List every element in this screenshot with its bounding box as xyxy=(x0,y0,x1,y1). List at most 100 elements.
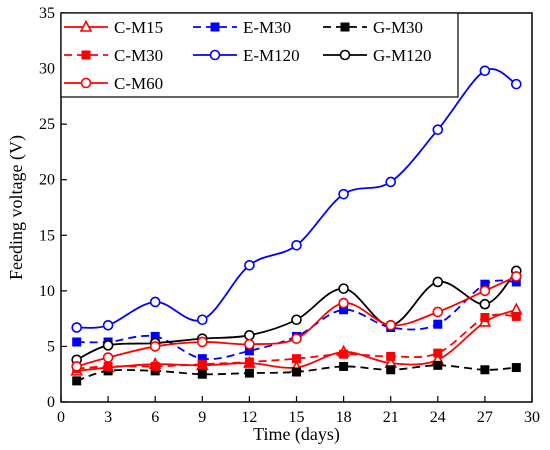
data-point-c-m60 xyxy=(102,352,114,363)
data-point-g-m30 xyxy=(433,360,443,370)
legend-marker xyxy=(209,49,221,61)
data-point-g-m30 xyxy=(72,376,82,386)
data-point-e-m120 xyxy=(432,124,444,135)
data-point-g-m30 xyxy=(511,363,521,373)
data-point-c-m30 xyxy=(339,349,349,359)
legend-label: G-M30 xyxy=(373,18,423,37)
legend-item-c-m30: C-M30 xyxy=(64,46,163,65)
data-point-c-m60 xyxy=(149,341,161,352)
data-point-c-m60 xyxy=(197,336,208,348)
legend-label: E-M120 xyxy=(243,46,300,65)
data-point-g-m30 xyxy=(197,369,207,379)
data-point-c-m60 xyxy=(244,338,255,350)
legend-marker xyxy=(79,19,93,32)
series-layer xyxy=(70,65,523,386)
data-point-g-m30 xyxy=(292,367,301,377)
x-tick-label: 3 xyxy=(104,409,112,426)
y-tick-label: 25 xyxy=(39,116,55,133)
data-point-e-m120 xyxy=(197,314,208,326)
legend-label: E-M30 xyxy=(243,18,291,37)
data-point-g-m120 xyxy=(291,314,302,326)
y-tick-label: 0 xyxy=(47,394,55,411)
data-point-c-m60 xyxy=(71,361,82,372)
legend-label: G-M120 xyxy=(373,46,432,65)
legend-marker xyxy=(210,22,220,32)
series-e-m120 xyxy=(71,65,522,333)
data-point-c-m30 xyxy=(197,359,207,369)
data-point-c-m30 xyxy=(244,357,254,367)
data-point-e-m120 xyxy=(71,322,82,333)
x-tick-label: 15 xyxy=(289,409,305,426)
y-tick-label: 30 xyxy=(39,61,55,78)
legend-item-c-m60: C-M60 xyxy=(64,74,163,93)
y-tick-label: 35 xyxy=(39,5,55,22)
data-point-e-m120 xyxy=(479,65,491,77)
data-point-e-m120 xyxy=(291,239,302,251)
data-point-e-m120 xyxy=(102,320,114,331)
legend-marker xyxy=(81,50,91,60)
data-point-c-m60 xyxy=(510,271,522,282)
series-line-e-m120 xyxy=(76,68,517,329)
data-point-c-m60 xyxy=(385,320,397,331)
legend-marker xyxy=(80,77,92,89)
data-point-c-m30 xyxy=(433,348,443,358)
data-point-e-m30 xyxy=(480,279,490,289)
legend-label: C-M30 xyxy=(114,46,163,65)
data-point-e-m120 xyxy=(244,259,255,271)
data-point-c-m30 xyxy=(511,311,521,321)
data-point-c-m30 xyxy=(386,351,396,361)
x-tick-label: 12 xyxy=(241,409,257,426)
y-tick-label: 20 xyxy=(39,172,55,189)
data-point-c-m30 xyxy=(292,354,301,364)
x-tick-label: 0 xyxy=(57,409,65,426)
legend-label: C-M60 xyxy=(114,74,163,93)
data-point-e-m120 xyxy=(510,78,522,90)
data-point-c-m60 xyxy=(479,285,491,297)
legend-item-g-m30: G-M30 xyxy=(323,18,423,37)
legend-label: C-M15 xyxy=(114,18,163,37)
y-tick-label: 5 xyxy=(47,338,55,355)
data-point-g-m120 xyxy=(479,298,491,310)
axis-ticks: 0 3 6 9 12 15 18 21 24 27 30 0 5 10 15 20 25 30 35 xyxy=(39,5,540,426)
series-line-c-m30 xyxy=(76,313,517,370)
series-c-m60 xyxy=(71,271,522,372)
y-tick-label: 10 xyxy=(39,283,55,300)
legend-item-c-m15: C-M15 xyxy=(64,18,163,37)
data-point-g-m30 xyxy=(244,368,254,378)
data-point-e-m30 xyxy=(433,319,443,329)
legend-item-e-m30: E-M30 xyxy=(193,18,291,37)
data-point-g-m120 xyxy=(244,330,255,341)
data-point-e-m30 xyxy=(150,331,160,341)
data-point-g-m30 xyxy=(339,361,349,371)
data-point-g-m120 xyxy=(432,276,444,288)
y-tick-label: 15 xyxy=(39,227,55,244)
x-tick-label: 9 xyxy=(198,409,206,426)
data-point-e-m30 xyxy=(72,337,82,347)
data-point-g-m30 xyxy=(480,365,490,375)
x-axis-label: Time (days) xyxy=(253,424,340,445)
data-point-c-m30 xyxy=(150,361,160,371)
data-point-g-m30 xyxy=(386,365,396,375)
data-point-c-m60 xyxy=(432,306,444,318)
data-point-e-m30 xyxy=(197,354,207,364)
data-point-e-m120 xyxy=(338,188,349,200)
data-point-e-m30 xyxy=(511,277,521,287)
y-axis-label: Feeding voltage (V) xyxy=(6,135,27,280)
data-point-c-m30 xyxy=(103,361,113,371)
legend-marker xyxy=(339,49,351,61)
x-tick-label: 27 xyxy=(477,409,493,426)
data-point-g-m120 xyxy=(338,283,349,294)
legend-item-e-m120: E-M120 xyxy=(193,46,300,65)
x-tick-label: 30 xyxy=(524,409,540,426)
data-point-g-m120 xyxy=(102,340,114,351)
data-point-c-m60 xyxy=(338,297,349,309)
data-point-e-m120 xyxy=(149,296,161,308)
data-point-e-m30 xyxy=(244,346,254,356)
legend: C-M15 E-M30 G-M30 C-M30 E-M120 G-M120 C-M60 xyxy=(60,12,459,98)
legend-box xyxy=(60,12,459,98)
legend-item-g-m120: G-M120 xyxy=(323,46,432,65)
legend-marker xyxy=(340,22,350,32)
x-tick-label: 6 xyxy=(151,409,159,426)
data-point-e-m120 xyxy=(385,176,397,188)
